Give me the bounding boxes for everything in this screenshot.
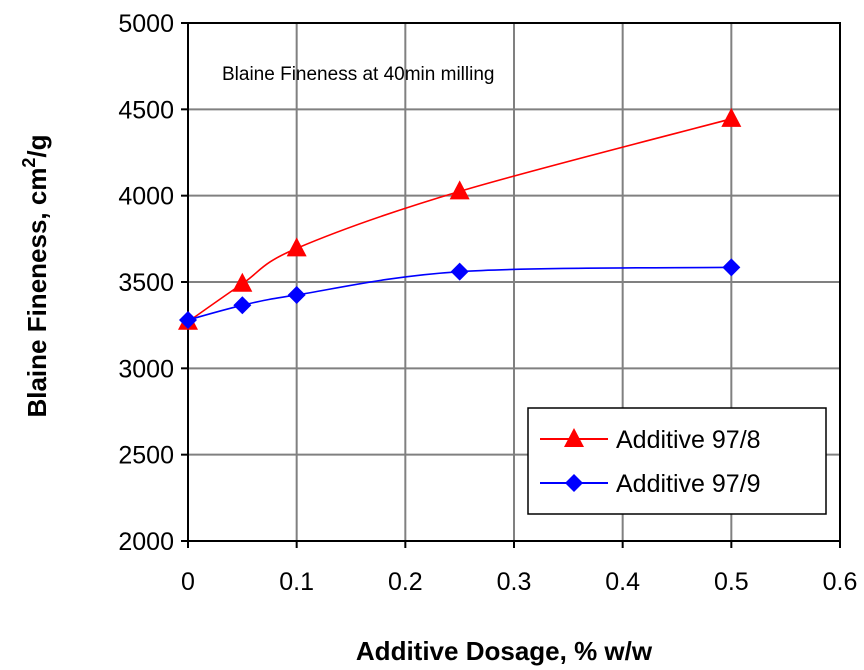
- y-tick-label: 3000: [118, 355, 174, 383]
- y-axis-title-main: Blaine Fineness, cm: [22, 168, 52, 418]
- x-axis-ticks: 0 0.1 0.2 0.3 0.4 0.5 0.6: [181, 541, 857, 596]
- y-tick-label: 2500: [118, 442, 174, 470]
- data-point-triangle: [721, 107, 742, 127]
- legend-item: Additive 97/8: [540, 426, 761, 454]
- data-point-diamond: [450, 262, 469, 281]
- y-axis-ticks: 2000 2500 3000 3500 4000 4500 5000: [118, 10, 188, 556]
- y-axis-title-tail: /g: [22, 134, 52, 157]
- y-tick-label: 2000: [118, 528, 174, 556]
- legend-item: Additive 97/9: [540, 470, 761, 498]
- series-additive-97-8: [178, 107, 742, 330]
- data-point-diamond: [722, 258, 741, 277]
- data-point-diamond: [179, 310, 197, 329]
- y-axis-title: Blaine Fineness, cm2/g: [19, 134, 52, 417]
- x-axis-title: Additive Dosage, % w/w: [356, 636, 653, 666]
- y-tick-label: 4500: [118, 96, 174, 124]
- data-point-triangle: [232, 272, 253, 292]
- legend-label: Additive 97/8: [616, 426, 761, 454]
- y-tick-label: 4000: [118, 183, 174, 211]
- legend: Additive 97/8 Additive 97/9: [527, 407, 827, 515]
- x-tick-label: 0.3: [497, 568, 532, 596]
- x-tick-label: 0.6: [823, 568, 858, 596]
- data-point-triangle: [286, 237, 307, 257]
- series-layer: [178, 107, 742, 330]
- legend-label: Additive 97/9: [616, 470, 761, 498]
- legend-box: [527, 407, 827, 515]
- data-point-diamond: [287, 285, 306, 304]
- series-line: [187, 118, 732, 323]
- y-axis-title-superscript: 2: [19, 158, 39, 168]
- series-additive-97-9: [179, 258, 741, 329]
- chart-annotation: Blaine Fineness at 40min milling: [222, 64, 494, 85]
- x-tick-label: 0.2: [388, 568, 423, 596]
- legend-marker-diamond: [565, 474, 583, 492]
- legend-items: Additive 97/8 Additive 97/9: [540, 426, 761, 498]
- data-point-diamond: [233, 296, 252, 315]
- data-point-triangle: [449, 180, 470, 200]
- y-tick-label: 5000: [118, 10, 174, 38]
- y-tick-label: 3500: [118, 269, 174, 297]
- x-tick-label: 0: [181, 568, 195, 596]
- x-tick-label: 0.1: [279, 568, 314, 596]
- x-tick-label: 0.5: [714, 568, 749, 596]
- x-tick-label: 0.4: [605, 568, 640, 596]
- legend-marker-triangle: [564, 428, 584, 447]
